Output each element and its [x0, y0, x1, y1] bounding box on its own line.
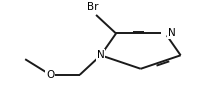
Text: Br: Br — [87, 2, 99, 12]
Text: N: N — [97, 50, 105, 60]
Text: N: N — [168, 28, 176, 38]
Text: O: O — [46, 70, 54, 80]
